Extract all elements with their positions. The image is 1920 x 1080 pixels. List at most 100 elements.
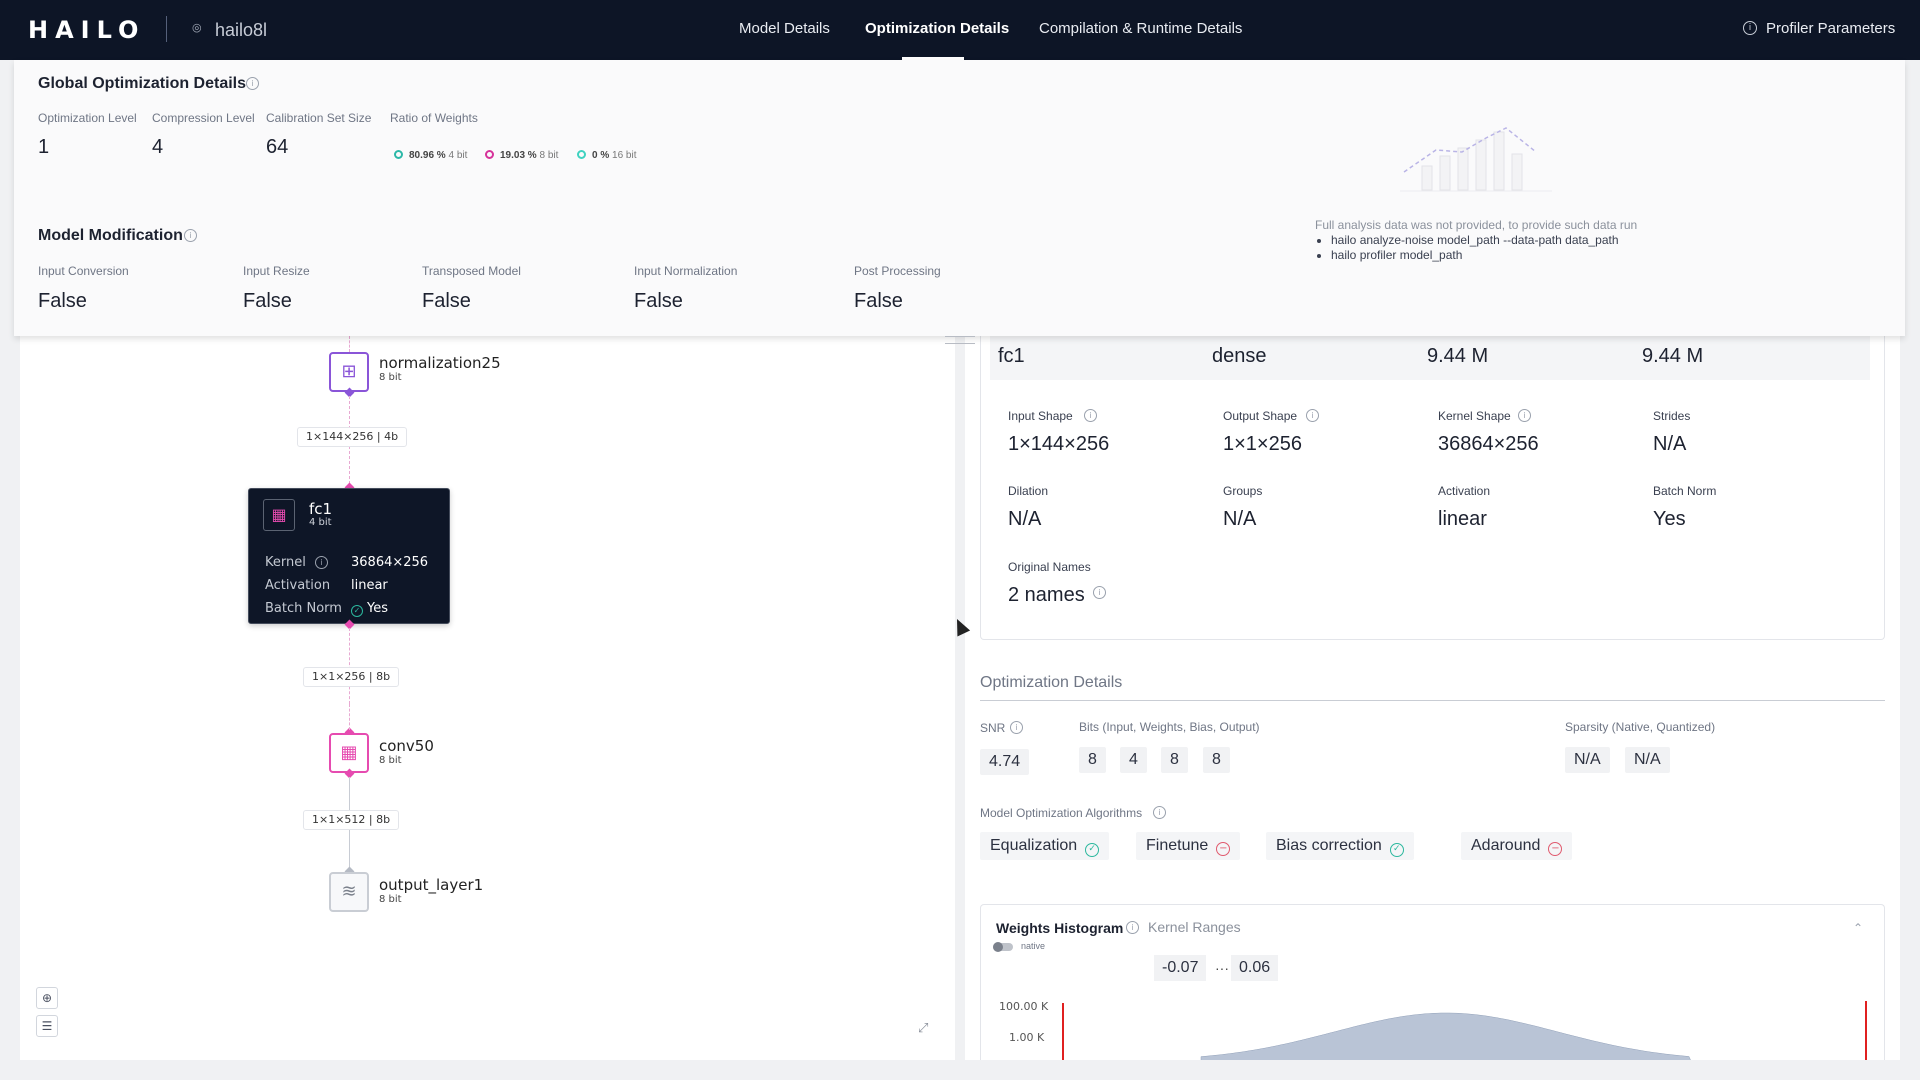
layer-name: fc1	[998, 345, 1025, 367]
list-icon[interactable]: ☰	[36, 1015, 58, 1037]
info-icon[interactable]: i	[1518, 409, 1531, 422]
conv-icon[interactable]: ▦	[329, 733, 369, 773]
transposed-model-label: Transposed Model	[422, 264, 521, 278]
ring-icon	[577, 150, 586, 159]
analysis-note: Full analysis data was not provided, to …	[1315, 218, 1645, 263]
info-icon[interactable]: i	[184, 229, 197, 242]
hailo-logo[interactable]: HAILO	[28, 16, 146, 44]
global-optimization-panel: Global Optimization Details i Optimizati…	[14, 60, 1905, 336]
model-modification-title: Model Modification	[38, 227, 183, 244]
node-name[interactable]: conv50	[379, 737, 434, 755]
analysis-placeholder-illustration	[1400, 127, 1552, 192]
minus-circle-icon: −	[1216, 842, 1231, 856]
normalization-icon[interactable]: ⊞	[329, 352, 369, 392]
panel-resize-handle[interactable]	[945, 336, 975, 344]
layer-summary-row: fc1 dense 9.44 M 9.44 M	[990, 332, 1870, 380]
check-circle-icon: ✓	[1085, 843, 1100, 857]
model-graph-panel[interactable]: ⊞ normalization25 8 bit 1×144×256 | 4b ▦…	[20, 270, 955, 1060]
snr-label: SNR	[980, 721, 1006, 735]
legend-8bit: 19.03 % 8 bit	[485, 150, 558, 162]
zoom-icon[interactable]: ⊕	[36, 987, 58, 1009]
transposed-model-value: False	[422, 290, 471, 312]
output-shape-value: 1×1×256	[1223, 433, 1302, 455]
compression-level-label: Compression Level	[152, 111, 255, 125]
post-processing-value: False	[854, 290, 903, 312]
graph-edge	[349, 628, 350, 704]
kernel-shape-value: 36864×256	[1438, 433, 1539, 455]
batch-norm-value: ✓ Yes	[351, 601, 388, 617]
profiler-parameters-button[interactable]: Profiler Parameters	[1766, 20, 1896, 37]
tab-model-details[interactable]: Model Details	[739, 20, 830, 37]
info-icon[interactable]: i	[1126, 921, 1139, 934]
layer-info-card	[980, 330, 1885, 640]
node-name[interactable]: output_layer1	[379, 876, 484, 894]
algo-bias-correction: Bias correction ✓	[1266, 832, 1414, 860]
edge-label: 1×1×512 | 8b	[303, 810, 400, 830]
fullscreen-icon[interactable]: ⤢	[918, 1021, 929, 1036]
info-icon[interactable]: i	[1084, 409, 1097, 422]
chip-icon: ◎	[192, 21, 202, 34]
bits-input: 8	[1079, 747, 1106, 773]
optimization-details-title: Optimization Details	[980, 674, 1123, 691]
input-resize-label: Input Resize	[243, 264, 310, 278]
global-optimization-title: Global Optimization Details	[38, 75, 247, 92]
info-icon[interactable]: i	[246, 77, 259, 90]
legend-4bit: 80.96 % 4 bit	[394, 150, 467, 162]
node-bits: 4 bit	[309, 517, 332, 528]
chevron-up-icon[interactable]: ⌃	[1853, 921, 1864, 935]
node-bits: 8 bit	[379, 894, 402, 905]
top-bar: HAILO ◎ hailo8l Model Details Optimizati…	[0, 0, 1920, 60]
input-resize-value: False	[243, 290, 292, 312]
input-shape-value: 1×144×256	[1008, 433, 1110, 455]
y-tick: 1.00 K	[1009, 1031, 1045, 1044]
output-icon[interactable]: ≋	[329, 872, 369, 912]
dilation-label: Dilation	[1008, 484, 1049, 498]
header-divider	[166, 16, 167, 42]
edge-label: 1×144×256 | 4b	[297, 427, 408, 447]
y-tick: 100.00 K	[999, 1000, 1049, 1013]
device-name: hailo8l	[215, 20, 268, 40]
original-names-value[interactable]: 2 names	[1008, 584, 1085, 606]
input-conversion-value: False	[38, 290, 87, 312]
info-icon[interactable]: i	[315, 556, 328, 569]
tab-compilation-runtime[interactable]: Compilation & Runtime Details	[1039, 20, 1243, 37]
tab-optimization-details[interactable]: Optimization Details	[865, 20, 1010, 37]
input-normalization-value: False	[634, 290, 683, 312]
compression-level-value: 4	[152, 136, 164, 158]
algo-adaround: Adaround −	[1461, 832, 1573, 860]
layer-params: 9.44 M	[1427, 345, 1489, 367]
command-list: hailo analyze-noise model_path --data-pa…	[1331, 233, 1645, 263]
optimization-algorithms-label: Model Optimization Algorithms	[980, 806, 1143, 820]
info-icon[interactable]: i	[1306, 409, 1319, 422]
node-name[interactable]: normalization25	[379, 354, 501, 372]
bottom-strip	[0, 1060, 1920, 1080]
check-circle-icon: ✓	[351, 605, 363, 617]
kernel-ranges-tab[interactable]: Kernel Ranges	[1148, 919, 1241, 935]
output-shape-label: Output Shape	[1223, 409, 1298, 423]
calibration-set-value: 64	[266, 136, 289, 158]
legend-16bit: 0 % 16 bit	[577, 150, 636, 162]
bits-output: 8	[1203, 747, 1230, 773]
info-icon[interactable]: i	[1010, 721, 1023, 734]
histogram-title[interactable]: Weights Histogram	[996, 920, 1124, 936]
original-names-label: Original Names	[1008, 560, 1091, 574]
info-icon[interactable]: i	[1743, 21, 1757, 35]
analysis-note-text: Full analysis data was not provided, to …	[1315, 218, 1638, 232]
groups-label: Groups	[1223, 484, 1263, 498]
info-icon[interactable]: i	[1153, 806, 1166, 819]
activation-label: Activation	[265, 578, 331, 593]
info-icon[interactable]: i	[1093, 586, 1106, 599]
selected-node-fc1[interactable]: ▦ fc1 4 bit Kernel i 36864×256 Activatio…	[248, 488, 450, 624]
groups-value: N/A	[1223, 508, 1257, 530]
edge-label: 1×1×256 | 8b	[303, 667, 400, 687]
input-shape-label: Input Shape	[1008, 409, 1073, 423]
native-toggle[interactable]	[993, 942, 1013, 952]
sparsity-label: Sparsity (Native, Quantized)	[1565, 720, 1716, 734]
activation-label: Activation	[1438, 484, 1491, 498]
calibration-set-label: Calibration Set Size	[266, 111, 372, 125]
histogram-bars	[1062, 1001, 1867, 1061]
sparsity-native: N/A	[1565, 747, 1610, 773]
activation-value: linear	[351, 578, 388, 593]
layer-macs: 9.44 M	[1642, 345, 1704, 367]
batch-norm-value: Yes	[1653, 508, 1686, 530]
